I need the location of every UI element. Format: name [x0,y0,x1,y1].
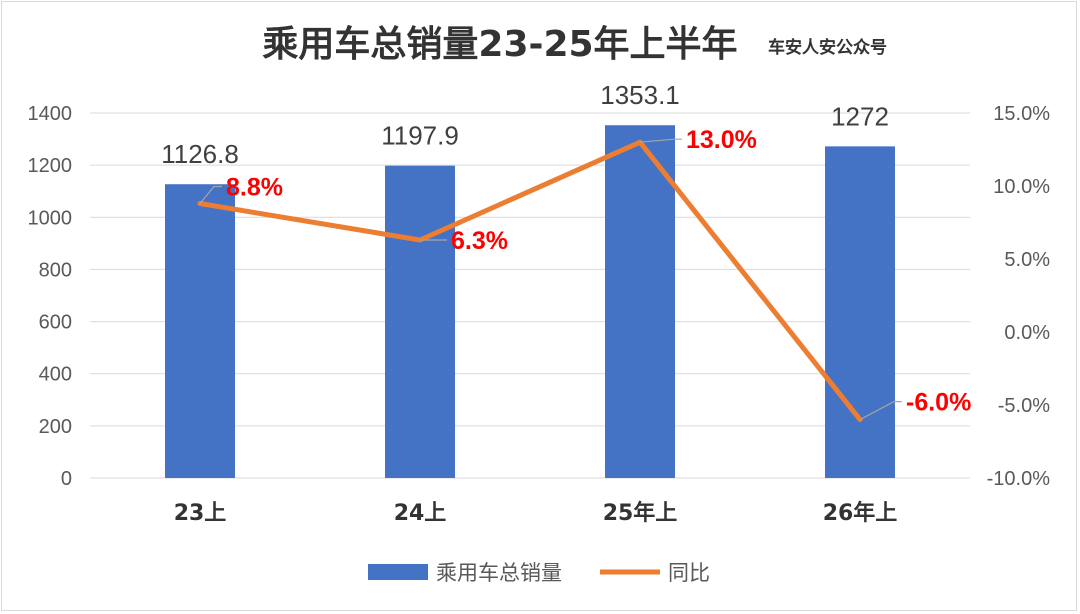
bar-value-label: 1197.9 [381,121,459,151]
bar [825,146,895,478]
line-series [197,139,863,423]
line-label-leader [199,185,222,204]
left-axis-tick: 600 [39,312,72,334]
line-value-label: 13.0% [686,126,757,154]
left-axis-tick: 1000 [28,207,73,229]
category-label: 26年上 [823,500,898,526]
legend-label-bar: 乘用车总销量 [436,561,562,585]
gridlines [90,112,970,479]
legend-label-line: 同比 [668,561,710,585]
line-value-label: 6.3% [451,227,508,255]
legend: 乘用车总销量 同比 [368,561,710,585]
bar [385,165,455,478]
bar-series [165,125,895,478]
category-label: 23上 [174,501,227,526]
line-value-label: 8.8% [226,174,283,202]
left-axis-tick: 200 [39,416,72,438]
line-label-leader [859,401,902,421]
right-axis-tick: 15.0% [993,103,1050,125]
left-axis-tick: 800 [39,259,72,281]
right-axis-tick: -5.0% [998,395,1050,417]
bar-value-label: 1272 [831,101,889,131]
legend-swatch-bar [368,564,428,580]
right-axis-tick: -10.0% [987,468,1051,490]
category-axis: 23上 24上 25年上 26年上 [174,500,898,526]
bar [605,125,675,478]
right-axis: -10.0% -5.0% 0.0% 5.0% 10.0% 15.0% [987,103,1051,490]
left-axis-tick: 0 [61,468,72,490]
chart-subtitle: 车安人安公众号 [768,37,887,58]
bar-value-label: 1353.1 [600,80,680,110]
right-axis-tick: 5.0% [1004,249,1050,271]
right-axis-tick: 0.0% [1004,322,1050,344]
left-axis-tick: 1400 [28,103,73,125]
category-label: 25年上 [603,500,678,526]
left-axis-tick: 400 [39,364,72,386]
line-value-label: -6.0% [906,389,971,417]
data-labels: 1126.8 1197.9 1353.1 1272 8.8% 6.3% 13.0% -6.0% [161,80,971,421]
left-axis: 0 200 400 600 800 1000 1200 1400 [28,103,73,490]
category-label: 24上 [394,501,447,526]
chart-title: 乘用车总销量23-25年上半年 [262,24,737,65]
left-axis-tick: 1200 [28,155,73,177]
bar [165,184,235,478]
line-label-leader [639,138,682,143]
right-axis-tick: 10.0% [993,176,1050,198]
bar-value-label: 1126.8 [161,139,239,169]
line-series-path [197,139,863,423]
